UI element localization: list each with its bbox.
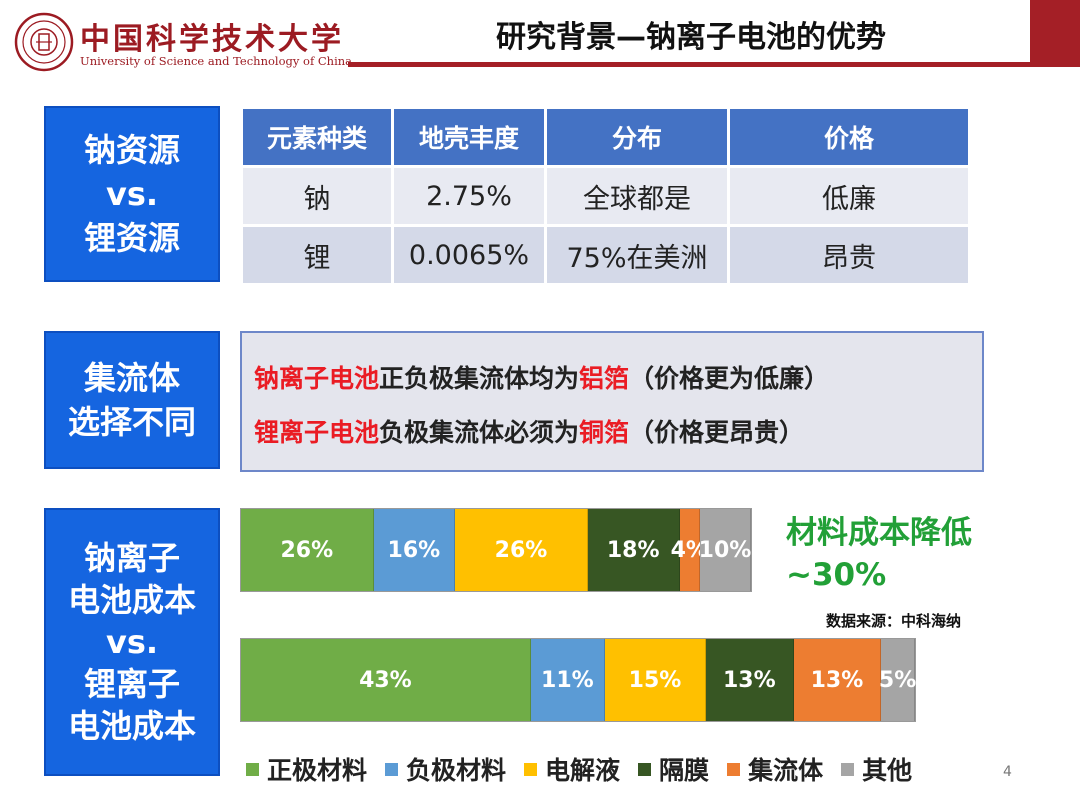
bar-segment: 43%: [241, 639, 531, 721]
highlight-text: 铜箔: [579, 418, 630, 447]
body-text: 正负极集流体均为: [379, 364, 580, 393]
table-cell: 低廉: [730, 168, 968, 224]
table-header-cell: 价格: [730, 109, 968, 165]
highlight-text: 铝箔: [579, 364, 630, 393]
collector-line-lithium: 锂离子电池负极集流体必须为铜箔（价格更昂贵）: [254, 413, 982, 467]
legend-label: 隔膜: [659, 756, 710, 785]
bar-segment: 10%: [699, 509, 751, 591]
bar-segment: 11%: [530, 639, 605, 721]
body-text: 负极集流体必须为: [379, 418, 580, 447]
table-header-cell: 地壳丰度: [394, 109, 544, 165]
legend-item: 正极材料: [246, 751, 367, 787]
table-cell: 锂: [243, 227, 391, 283]
bar-segment: 16%: [373, 509, 456, 591]
header-accent-block: [1030, 0, 1080, 67]
table-header-cell: 分布: [547, 109, 727, 165]
university-name-cn: 中国科学技术大学: [80, 22, 344, 57]
legend-label: 其他: [862, 756, 913, 785]
highlight-text: 锂离子电池: [254, 418, 380, 447]
bar-segment: 26%: [241, 509, 374, 591]
table-row: 锂 0.0065% 75%在美洲 昂贵: [243, 227, 968, 283]
section-label-resource: 钠资源 vs. 锂资源: [44, 106, 220, 282]
bar-segment: 18%: [587, 509, 680, 591]
legend-item: 其他: [841, 751, 912, 787]
page-number: 4: [1003, 764, 1012, 780]
collector-comparison-box: 钠离子电池正负极集流体均为铝箔（价格更为低廉） 锂离子电池负极集流体必须为铜箔（…: [240, 331, 984, 472]
legend-label: 集流体: [748, 756, 824, 785]
table-cell: 全球都是: [547, 168, 727, 224]
bar-segment: 5%: [879, 639, 916, 721]
legend-label: 负极材料: [406, 756, 507, 785]
slide-title: 研究背景—钠离子电池的优势: [496, 20, 886, 55]
legend-label: 电解液: [545, 756, 621, 785]
legend-item: 负极材料: [385, 751, 506, 787]
section-label-cost: 钠离子 电池成本 vs. 锂离子 电池成本: [44, 508, 220, 776]
resource-comparison-table: 元素种类 地壳丰度 分布 价格 钠 2.75% 全球都是 低廉 锂 0.0065…: [240, 106, 971, 286]
cost-bar-lithium: 43% 11% 15% 13% 13% 5%: [240, 638, 916, 722]
legend-swatch: [524, 762, 538, 776]
table-header-cell: 元素种类: [243, 109, 391, 165]
savings-annotation: 材料成本降低 ~30%: [786, 515, 972, 593]
legend-item: 电解液: [524, 751, 620, 787]
bar-segment: 13%: [793, 639, 882, 721]
body-text: （价格更昂贵）: [629, 418, 805, 447]
chart-legend: 正极材料 负极材料 电解液 隔膜 集流体 其他: [246, 751, 912, 787]
legend-swatch: [638, 762, 652, 776]
university-name-en: University of Science and Technology of …: [80, 54, 353, 68]
legend-swatch: [246, 762, 259, 776]
highlight-text: 钠离子电池: [254, 364, 380, 393]
table-header-row: 元素种类 地壳丰度 分布 价格: [243, 109, 968, 165]
bar-segment: 26%: [455, 509, 588, 591]
bar-segment: 4%: [671, 509, 708, 591]
legend-swatch: [727, 762, 741, 776]
legend-swatch: [841, 762, 855, 776]
table-cell: 昂贵: [730, 227, 968, 283]
bar-segment: 13%: [706, 639, 794, 721]
body-text: （价格更为低廉）: [629, 364, 830, 393]
header-rule: [348, 62, 1080, 67]
university-seal-icon: [14, 12, 74, 72]
university-logo: 中国科学技术大学 University of Science and Techn…: [14, 12, 394, 74]
legend-label: 正极材料: [267, 756, 368, 785]
legend-item: 隔膜: [638, 751, 709, 787]
table-cell: 钠: [243, 168, 391, 224]
table-row: 钠 2.75% 全球都是 低廉: [243, 168, 968, 224]
collector-line-sodium: 钠离子电池正负极集流体均为铝箔（价格更为低廉）: [254, 359, 982, 413]
legend-swatch: [385, 762, 399, 776]
section-label-collector: 集流体 选择不同: [44, 331, 220, 469]
table-cell: 2.75%: [394, 168, 544, 224]
data-source-note: 数据来源：中科海纳: [826, 612, 962, 630]
bar-segment: 15%: [604, 639, 707, 721]
cost-bar-sodium: 26% 16% 26% 18% 4% 10%: [240, 508, 752, 592]
table-cell: 75%在美洲: [547, 227, 727, 283]
legend-item: 集流体: [727, 751, 823, 787]
table-cell: 0.0065%: [394, 227, 544, 283]
